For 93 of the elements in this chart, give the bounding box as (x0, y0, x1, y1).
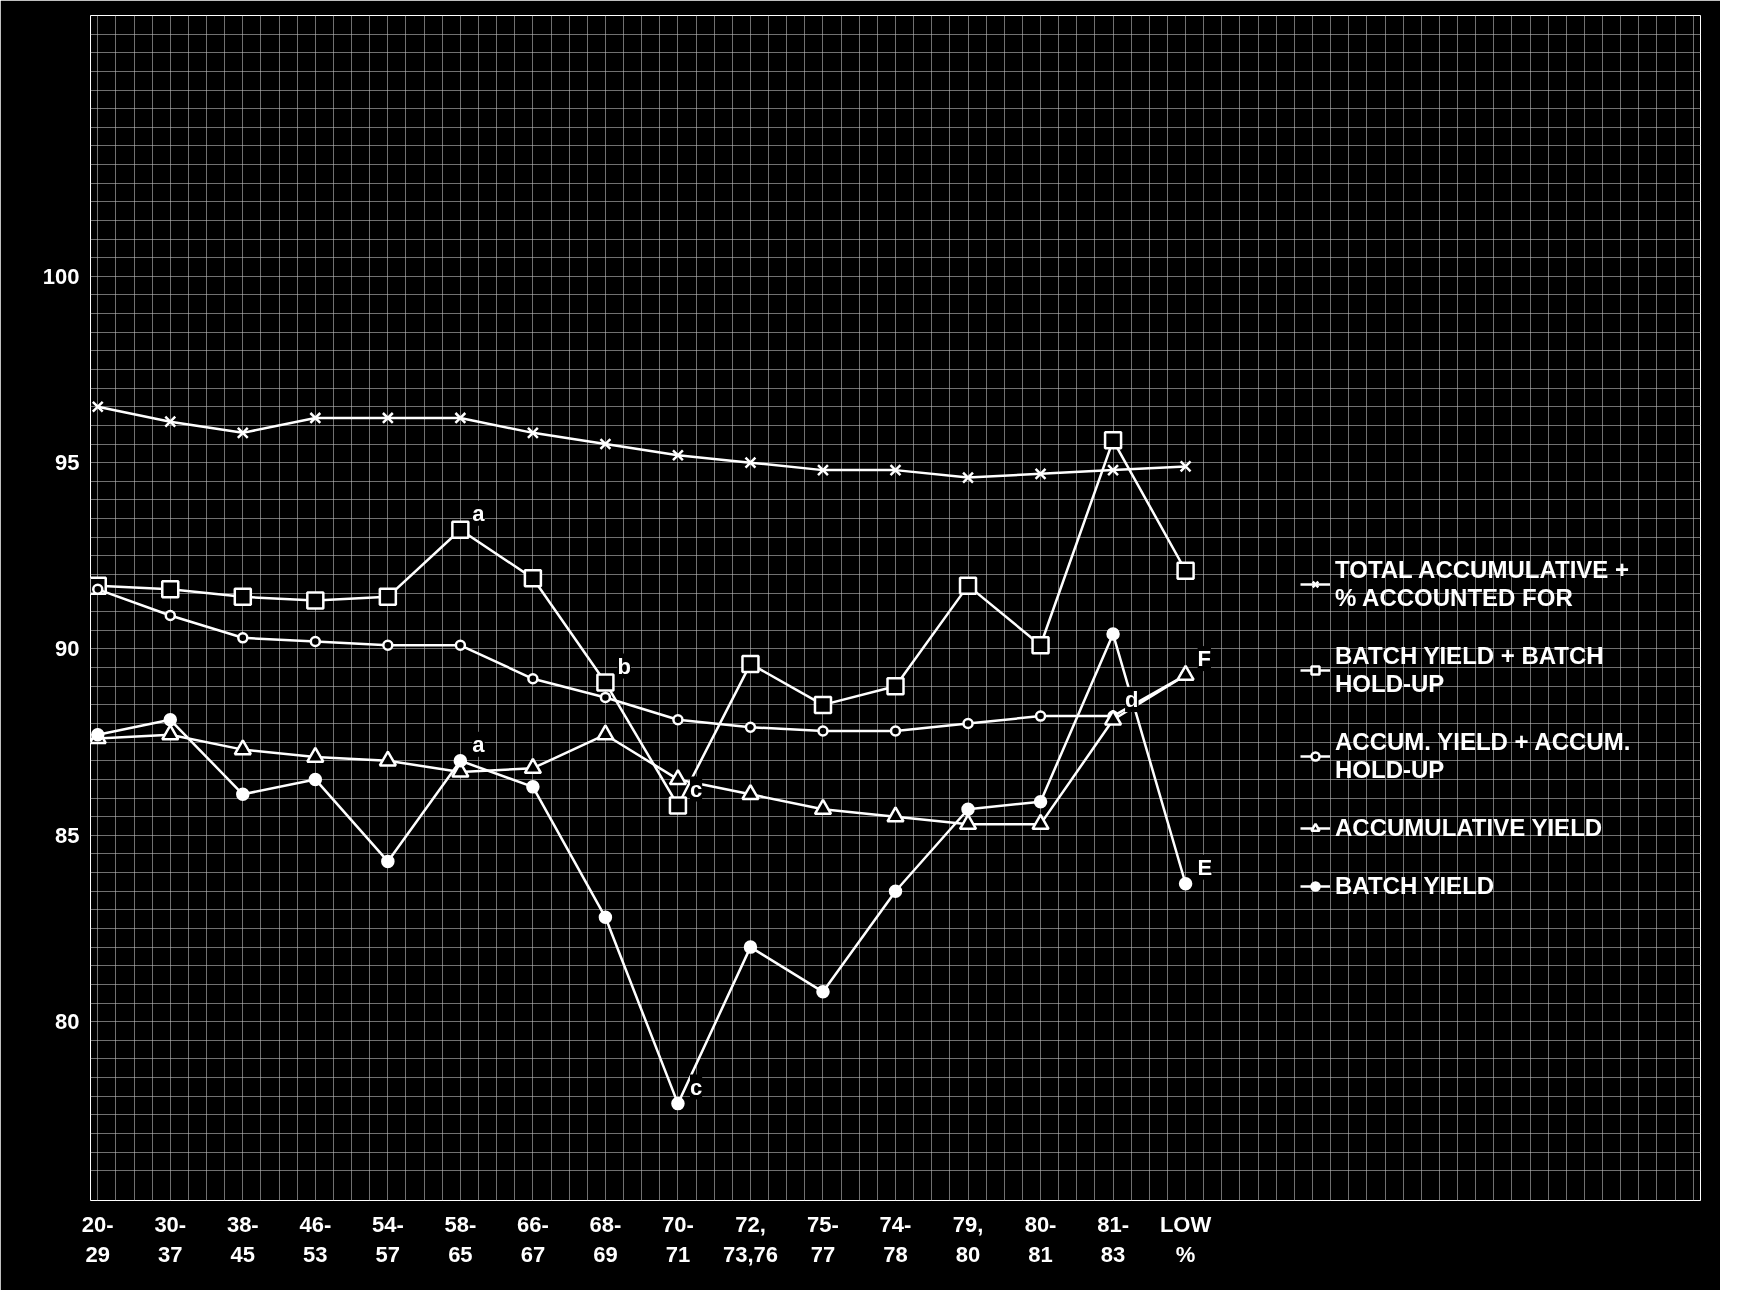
point (454, 639, 467, 652)
x-tick-label: 66- 67 (516, 1211, 549, 1267)
point (958, 576, 978, 595)
point (744, 456, 757, 469)
annotation: b (617, 653, 631, 679)
x-tick-label: 72, 73,76 (722, 1211, 778, 1267)
point (164, 609, 177, 622)
x-tick-label: 75- 77 (807, 1211, 839, 1267)
point (237, 632, 249, 644)
point (1106, 627, 1120, 641)
point (381, 411, 395, 425)
point (526, 426, 540, 440)
point (161, 580, 180, 599)
point (526, 780, 540, 794)
point (817, 725, 829, 737)
point (236, 426, 249, 440)
x-tick-label: 80- 81 (1024, 1211, 1057, 1267)
point (816, 463, 830, 477)
point (598, 910, 613, 925)
annotation: a (472, 500, 486, 526)
point (744, 721, 757, 733)
point (741, 654, 760, 674)
point (671, 1096, 685, 1111)
point (672, 714, 684, 726)
point (1106, 463, 1120, 477)
point (309, 411, 322, 425)
x-tick-label: 81- 83 (1097, 1211, 1129, 1267)
point (233, 587, 253, 607)
point (453, 754, 468, 768)
legend-label: ACCUMULATIVE YIELD (1335, 814, 1603, 842)
x-tick-label: 38- 45 (226, 1211, 259, 1267)
x-tick-label: LOW % (1159, 1211, 1212, 1267)
point (889, 463, 902, 477)
annotation: d (1125, 687, 1139, 713)
legend-label: BATCH YIELD + BATCH HOLD-UP (1335, 642, 1604, 698)
point (451, 520, 470, 539)
point (382, 639, 394, 652)
point (1031, 636, 1050, 655)
point (888, 884, 903, 898)
point (596, 673, 615, 692)
annotation: c (689, 1074, 703, 1100)
point (454, 411, 467, 425)
point (309, 635, 322, 648)
y-tick-label: 95 (55, 450, 80, 476)
point (164, 415, 177, 428)
x-tick-label: 20- 29 (81, 1211, 114, 1267)
point (671, 449, 685, 462)
point (1034, 467, 1047, 481)
point (813, 695, 833, 715)
point (816, 985, 830, 999)
point (378, 587, 398, 607)
point (1178, 877, 1193, 891)
point (523, 568, 543, 588)
point (599, 691, 612, 704)
annotation: a (472, 731, 486, 757)
point (668, 796, 688, 815)
point (1034, 710, 1047, 722)
point (1176, 561, 1195, 580)
legend-label: ACCUM. YIELD + ACCUM. HOLD-UP (1335, 728, 1631, 784)
point (163, 713, 178, 727)
point (1103, 431, 1123, 450)
point (527, 673, 539, 685)
x-tick-label: 68- 69 (589, 1211, 622, 1267)
x-tick-label: 79, 80 (952, 1211, 984, 1267)
point (962, 717, 974, 730)
x-tick-label: 70- 71 (662, 1211, 694, 1267)
point (236, 787, 250, 802)
y-tick-label: 100 (42, 263, 80, 289)
point (91, 400, 104, 413)
annotation: F (1197, 646, 1212, 672)
point (961, 471, 975, 484)
y-tick-label: 90 (55, 636, 80, 662)
x-tick-label: 58- 65 (444, 1211, 477, 1267)
x-tick-label: 74- 78 (879, 1211, 912, 1267)
point (308, 772, 323, 787)
annotation: E (1197, 854, 1213, 880)
point (1033, 795, 1048, 809)
x-tick-label: 46- 53 (299, 1211, 332, 1267)
point (599, 437, 612, 451)
point (961, 802, 975, 816)
legend-label: BATCH YIELD (1335, 872, 1495, 900)
y-tick-label: 85 (55, 822, 80, 848)
point (886, 677, 905, 696)
x-tick-label: 54- 57 (371, 1211, 404, 1267)
legend-label: TOTAL ACCUMULATIVE + % ACCOUNTED FOR (1335, 556, 1629, 612)
x-tick-label: 30- 37 (154, 1211, 187, 1267)
y-tick-label: 80 (55, 1009, 80, 1035)
point (381, 854, 395, 869)
point (889, 725, 902, 737)
point (743, 940, 758, 954)
point (1179, 460, 1192, 473)
annotation: c (689, 776, 703, 802)
point (306, 591, 325, 610)
